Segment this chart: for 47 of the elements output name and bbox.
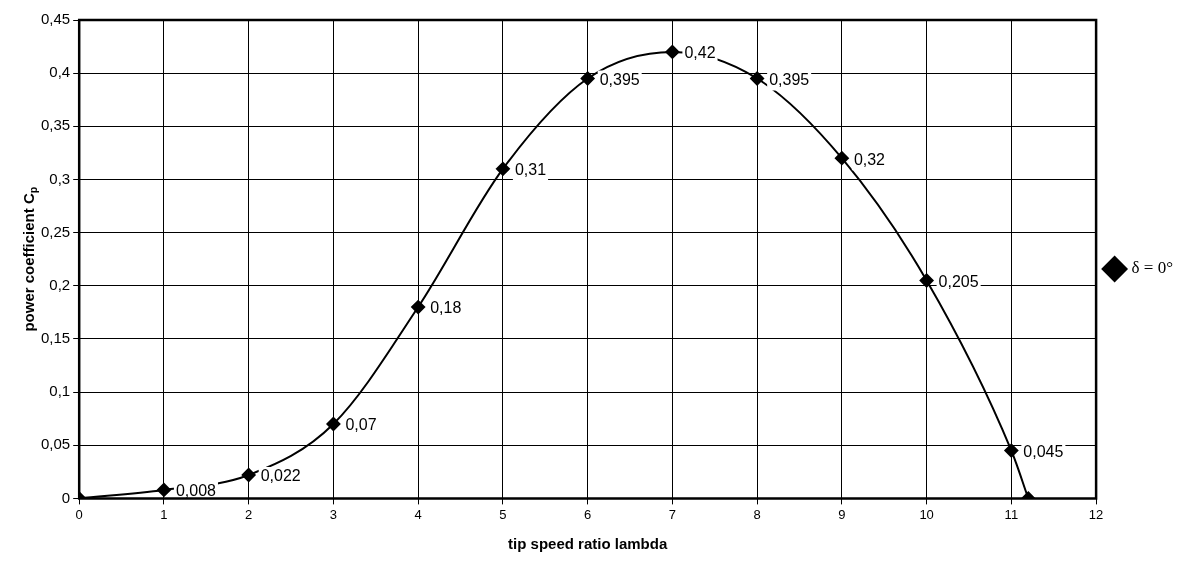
point <box>919 273 934 288</box>
y-tick-label: 0 <box>61 488 71 506</box>
point <box>750 71 765 86</box>
point <box>580 71 595 86</box>
data-label: 0,18 <box>430 299 462 317</box>
data-label: 0,42 <box>684 44 716 62</box>
y-tick-label: 0,1 <box>49 382 71 400</box>
x-tick-label: 11 <box>1004 506 1019 522</box>
x-tick-label: 9 <box>838 506 846 522</box>
y-tick-label: 0,3 <box>49 169 71 187</box>
point <box>156 482 171 497</box>
data-label: 0,045 <box>1023 442 1064 460</box>
data-label: 0,395 <box>599 70 640 88</box>
x-axis-title: tip speed ratio lambda <box>508 534 668 552</box>
data-label: 0,31 <box>514 161 547 179</box>
y-tick-label: 0,35 <box>40 116 71 134</box>
point <box>665 44 680 59</box>
data-label: 0,205 <box>938 272 979 290</box>
x-tick-label: 4 <box>414 506 422 522</box>
x-tick-label: 10 <box>919 506 934 522</box>
data-label: 0,395 <box>769 70 810 88</box>
y-tick-label: 0,2 <box>49 275 71 293</box>
point <box>241 468 256 483</box>
x-tick-label: 0 <box>75 506 83 522</box>
point <box>834 151 849 166</box>
data-label: 0,07 <box>345 416 377 434</box>
x-tick-label: 2 <box>245 506 253 522</box>
y-tick-label: 0,05 <box>40 435 71 453</box>
x-tick-label: 8 <box>753 506 761 522</box>
point <box>411 300 426 315</box>
x-tick-label: 3 <box>329 506 338 522</box>
data-label: 0,022 <box>260 467 301 485</box>
data-label: 0,008 <box>175 482 217 500</box>
y-tick-label: 0,45 <box>40 10 71 28</box>
y-tick-label: 0,25 <box>40 222 71 240</box>
x-tick-label: 1 <box>160 506 168 522</box>
legend-label: δ = 0° <box>1131 258 1174 278</box>
data-label: 0,32 <box>853 150 886 168</box>
y-tick-label: 0,4 <box>49 63 71 81</box>
point <box>326 416 341 431</box>
x-tick-label: 7 <box>668 506 677 522</box>
x-tick-label: 6 <box>584 506 592 522</box>
x-tick-label: 5 <box>499 506 507 522</box>
point <box>1004 443 1019 458</box>
y-tick-label: 0,15 <box>40 329 71 347</box>
x-tick-label: 12 <box>1088 506 1104 522</box>
point <box>495 161 510 176</box>
